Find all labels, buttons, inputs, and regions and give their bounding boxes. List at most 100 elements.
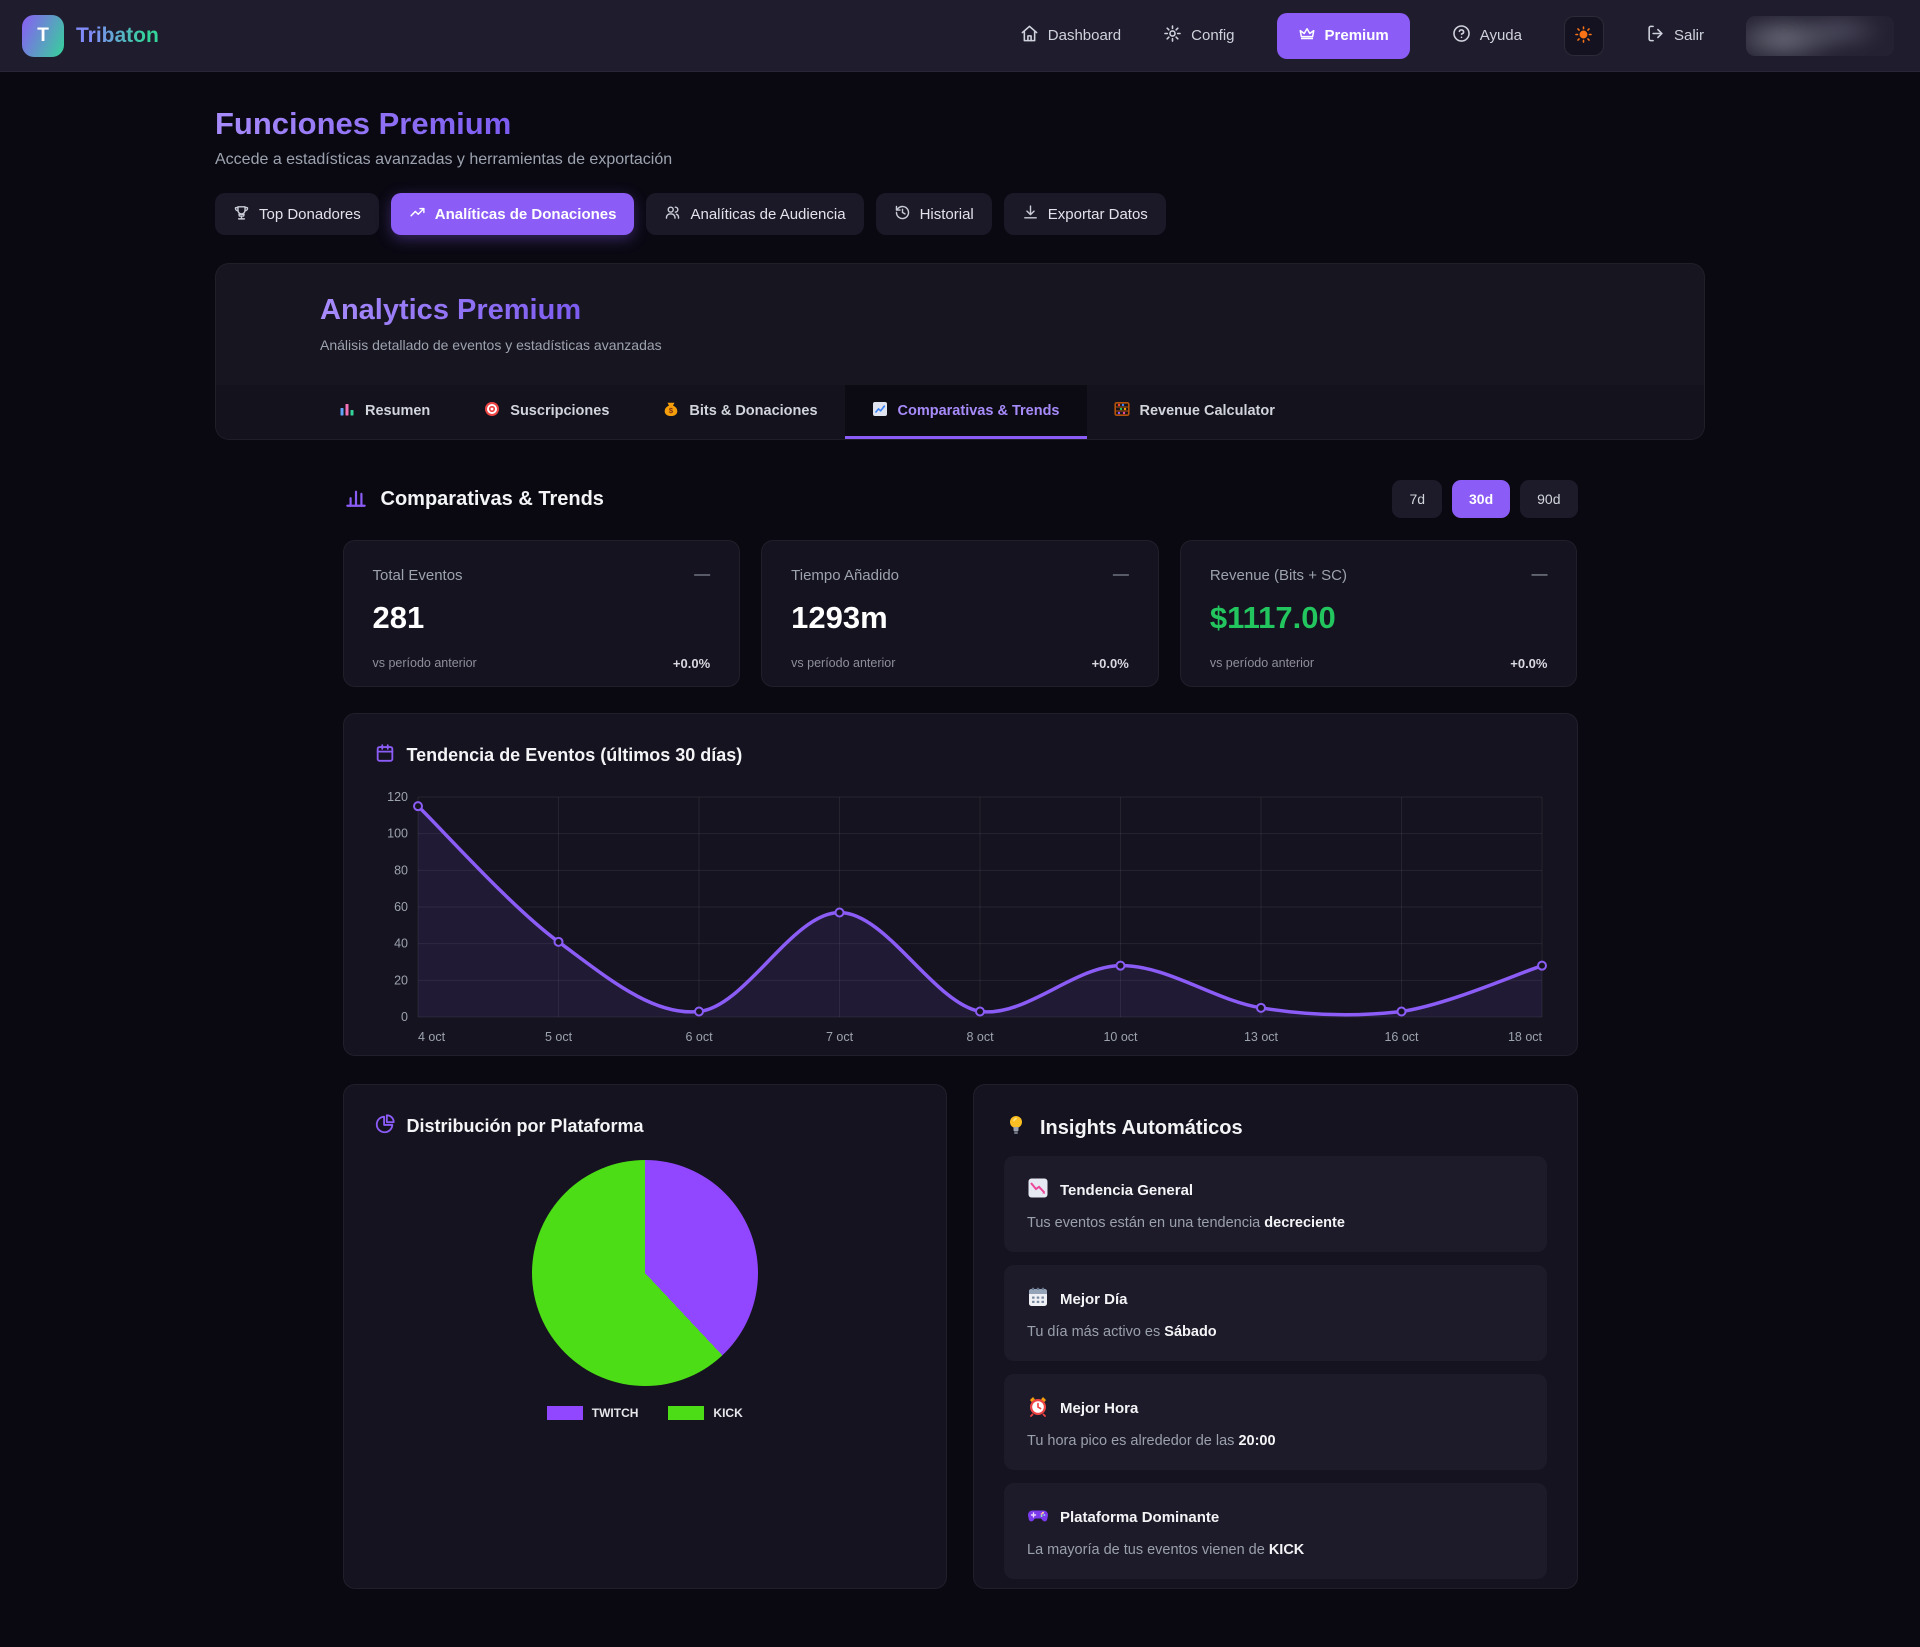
no-change-indicator: — [1531, 566, 1548, 583]
x-axis-tick: 10 oct [1103, 1030, 1138, 1044]
feature-tabs: Top Donadores Analíticas de Donaciones A… [215, 193, 1705, 235]
brand-logo: T [22, 14, 64, 57]
nav-config[interactable]: Config [1163, 24, 1235, 47]
tab-comparativas-trends[interactable]: Comparativas & Trends [844, 385, 1087, 439]
pie-chart-title: Distribución por Plataforma [374, 1113, 917, 1140]
range-90d-button[interactable]: 90d [1520, 480, 1578, 518]
money-bag-emoji-icon: $ [663, 401, 679, 421]
insight-mejor-hora: Mejor Hora Tu hora pico es alrededor de … [1004, 1374, 1547, 1470]
nav-salir[interactable]: Salir [1646, 24, 1704, 47]
page-subtitle: Accede a estadísticas avanzadas y herram… [215, 151, 673, 168]
y-axis-tick: 80 [394, 863, 408, 877]
data-point [974, 1006, 985, 1017]
data-point [693, 1006, 704, 1017]
analytics-card-subtitle: Análisis detallado de eventos y estadíst… [320, 337, 662, 353]
y-axis-tick: 40 [394, 937, 408, 951]
data-point [553, 936, 563, 947]
data-point [1115, 960, 1125, 971]
target-emoji-icon [484, 401, 500, 421]
brand[interactable]: T Tribaton [22, 14, 159, 57]
x-axis-tick: 6 oct [685, 1030, 713, 1044]
y-axis-tick: 60 [394, 900, 408, 914]
stat-card-tiempo-anadido: Tiempo Añadido — 1293m vs período anterio… [761, 540, 1159, 687]
y-axis-tick: 120 [387, 790, 408, 804]
tab-suscripciones[interactable]: Suscripciones [457, 385, 636, 439]
brand-name: Tribaton [76, 23, 159, 47]
tab-analiticas-audiencia[interactable]: Analíticas de Audiencia [646, 193, 864, 235]
tab-bits-donaciones[interactable]: $ Bits & Donaciones [636, 385, 844, 439]
range-7d-button[interactable]: 7d [1392, 480, 1443, 518]
trend-line [415, 804, 1544, 1017]
no-change-indicator: — [694, 566, 711, 583]
data-point [1255, 1002, 1266, 1013]
no-change-indicator: — [1112, 566, 1129, 583]
x-axis-tick: 18 oct [1507, 1030, 1542, 1044]
tab-historial[interactable]: Historial [875, 193, 992, 235]
analytics-premium-card: Analytics Premium Análisis detallado de … [215, 263, 1705, 440]
y-axis-tick: 100 [387, 827, 408, 841]
tab-revenue-calculator[interactable]: Revenue Calculator [1087, 385, 1302, 439]
platform-distribution-card: Distribución por Plataforma TWITCH KICK [342, 1084, 947, 1589]
chart-up-emoji-icon [872, 401, 888, 421]
stat-cards: Total Eventos — 281 vs período anterior +0… [342, 540, 1578, 687]
bar-chart-emoji-icon [339, 401, 355, 421]
tab-resumen[interactable]: Resumen [312, 385, 457, 439]
analytics-tabs: Resumen Suscripciones $ Bits & Donacione… [216, 385, 1704, 439]
y-axis-tick: 20 [394, 973, 408, 987]
chart-decreasing-icon [1027, 1177, 1049, 1203]
range-30d-button[interactable]: 30d [1452, 480, 1511, 518]
kick-swatch [668, 1406, 705, 1420]
nav-dashboard[interactable]: Dashboard [1020, 24, 1121, 47]
insight-tendencia-general: Tendencia General Tus eventos están en u… [1004, 1156, 1547, 1252]
logout-icon [1646, 24, 1665, 47]
stat-value: 281 [372, 600, 425, 635]
help-icon [1452, 24, 1471, 47]
premium-button[interactable]: Premium [1276, 12, 1410, 59]
insight-plataforma-dominante: Plataforma Dominante La mayoría de tus e… [1004, 1483, 1547, 1579]
bar-chart-icon [343, 483, 369, 515]
tab-top-donadores[interactable]: Top Donadores [215, 193, 379, 235]
twitch-swatch [546, 1406, 583, 1420]
insights-title: Insights Automáticos [1004, 1113, 1547, 1143]
insight-mejor-dia: Mejor Día Tu día más activo es Sábado [1004, 1265, 1547, 1361]
platform-pie-chart [531, 1160, 758, 1386]
sun-icon [1574, 25, 1593, 47]
comparativas-panel: Comparativas & Trends 7d 30d 90d Total E… [342, 480, 1578, 1589]
users-icon [664, 204, 681, 225]
trending-up-icon [409, 204, 426, 225]
crown-icon [1298, 25, 1316, 47]
analytics-card-title: Analytics Premium [320, 294, 582, 326]
history-icon [894, 204, 911, 225]
data-point [412, 801, 423, 812]
x-axis-tick: 16 oct [1384, 1030, 1419, 1044]
page-title: Funciones Premium [215, 106, 512, 141]
nav-ayuda[interactable]: Ayuda [1452, 24, 1522, 47]
pie-legend: TWITCH KICK [374, 1406, 917, 1420]
home-icon [1020, 24, 1039, 47]
tab-exportar-datos[interactable]: Exportar Datos [1003, 193, 1166, 235]
range-selector: 7d 30d 90d [1392, 480, 1578, 518]
lightbulb-icon [1004, 1113, 1028, 1143]
navbar: T Tribaton Dashboard Config Premium Ayud… [0, 0, 1920, 72]
abacus-emoji-icon [1113, 401, 1130, 421]
trend-chart-title: Tendencia de Eventos (últimos 30 días) [374, 742, 1547, 769]
insights-card: Insights Automáticos Tendencia General T… [973, 1084, 1578, 1589]
main-content: Funciones Premium Accede a estadísticas … [215, 72, 1705, 1589]
legend-twitch[interactable]: TWITCH [546, 1406, 638, 1420]
trend-area [417, 806, 1542, 1017]
data-point [1396, 1006, 1406, 1017]
game-controller-icon [1027, 1504, 1049, 1530]
download-icon [1022, 204, 1039, 225]
data-point [834, 907, 844, 918]
legend-kick[interactable]: KICK [668, 1406, 743, 1420]
stat-value: $1117.00 [1209, 600, 1336, 635]
x-axis-tick: 5 oct [544, 1030, 572, 1044]
svg-text:$: $ [669, 406, 674, 415]
pie-chart-icon [374, 1113, 396, 1140]
tab-analiticas-donaciones[interactable]: Analíticas de Donaciones [390, 193, 635, 235]
theme-toggle-button[interactable] [1563, 15, 1604, 56]
data-point [1536, 960, 1547, 971]
gear-icon [1163, 24, 1182, 47]
user-account-blurred [1746, 15, 1894, 56]
trophy-icon [233, 204, 250, 225]
